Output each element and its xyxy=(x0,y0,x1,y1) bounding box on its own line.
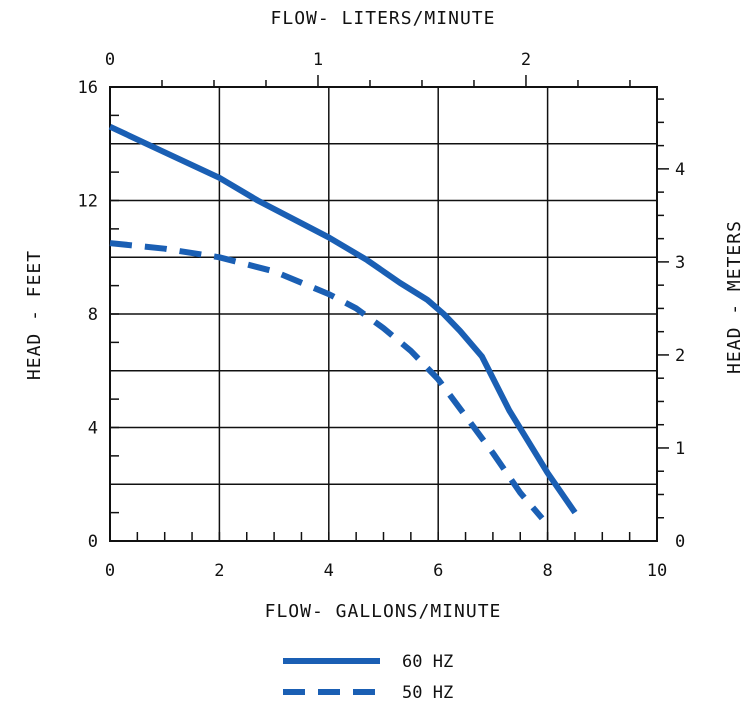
legend-label-50hz: 50 HZ xyxy=(402,683,453,703)
y-tick-label: 4 xyxy=(88,419,98,439)
series-line-60hz xyxy=(108,123,578,515)
x-tick-label: 8 xyxy=(542,561,552,581)
x-tick-label: 6 xyxy=(433,561,443,581)
y2-tick-label: 4 xyxy=(675,160,685,180)
y-tick-label: 8 xyxy=(88,305,98,325)
x-tick-label: 4 xyxy=(324,561,334,581)
y2-tick-label: 0 xyxy=(675,532,685,552)
x2-tick-label: 0 xyxy=(105,50,115,70)
x-tick-label: 2 xyxy=(214,561,224,581)
legend-label-60hz: 60 HZ xyxy=(402,652,453,672)
x-axis-title: FLOW- GALLONS/MINUTE xyxy=(265,601,502,622)
y-tick-label: 16 xyxy=(78,78,98,98)
axis-ticks xyxy=(110,75,669,541)
y2-axis-title: HEAD - METERS xyxy=(724,220,745,374)
x-tick-label: 10 xyxy=(647,561,667,581)
plot-frame xyxy=(109,86,658,542)
y2-tick-label: 2 xyxy=(675,346,685,366)
y-tick-label: 0 xyxy=(88,532,98,552)
legend: 60 HZ 50 HZ xyxy=(283,652,453,703)
series-lines xyxy=(108,123,578,521)
series-line-50hz xyxy=(109,240,545,521)
y-axis-title: HEAD - FEET xyxy=(24,250,45,380)
y2-tick-label: 1 xyxy=(675,439,685,459)
y-tick-label: 12 xyxy=(78,192,98,212)
x2-tick-label: 2 xyxy=(521,50,531,70)
x2-tick-label: 1 xyxy=(313,50,323,70)
x-tick-label: 0 xyxy=(105,561,115,581)
y2-tick-label: 3 xyxy=(675,253,685,273)
grid xyxy=(110,87,657,541)
x2-axis-title: FLOW- LITERS/MINUTE xyxy=(271,8,496,29)
